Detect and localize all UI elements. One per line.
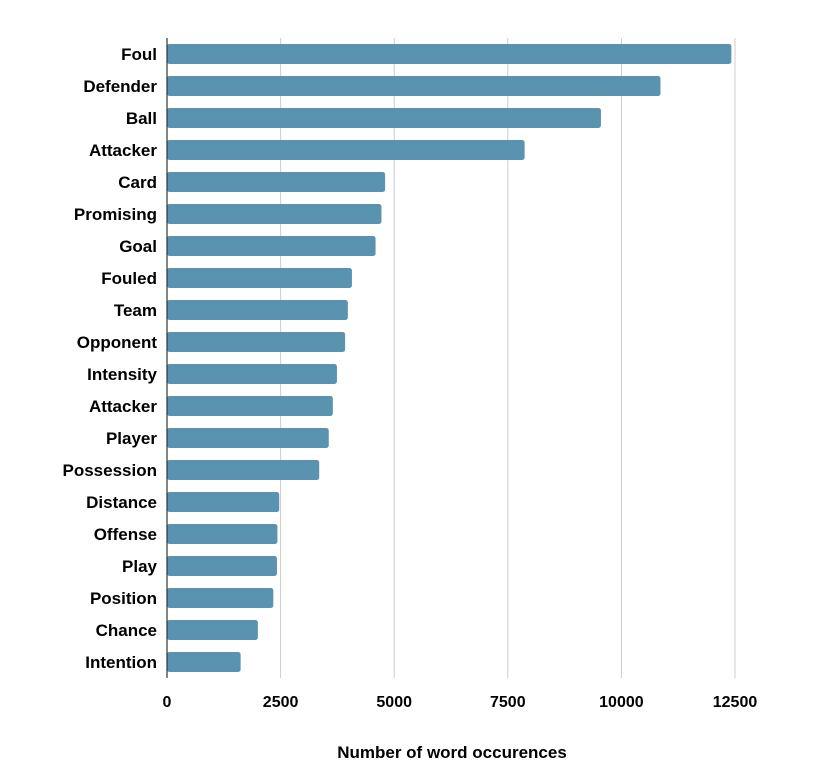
category-label-6: Goal [119, 237, 157, 256]
x-tick-label-5: 12500 [713, 694, 758, 711]
bar-3 [167, 140, 525, 160]
category-label-19: Intention [85, 653, 157, 672]
category-label-16: Play [122, 557, 158, 576]
category-label-17: Position [90, 589, 157, 608]
category-label-14: Distance [86, 493, 157, 512]
bar-12 [167, 428, 329, 448]
category-label-12: Player [106, 429, 157, 448]
category-label-13: Possession [63, 461, 158, 480]
category-label-11: Attacker [89, 397, 157, 416]
category-label-18: Chance [96, 621, 157, 640]
category-label-15: Offense [94, 525, 157, 544]
bar-14 [167, 492, 280, 512]
bar-6 [167, 236, 376, 256]
x-tick-label-2: 5000 [376, 694, 412, 711]
bar-17 [167, 588, 274, 608]
bar-18 [167, 620, 258, 640]
bar-8 [167, 300, 348, 320]
bar-10 [167, 364, 337, 384]
x-tick-label-3: 7500 [490, 694, 526, 711]
bar-9 [167, 332, 346, 352]
x-tick-label-4: 10000 [599, 694, 644, 711]
category-label-9: Opponent [77, 333, 158, 352]
bar-13 [167, 460, 320, 480]
category-label-7: Fouled [101, 269, 157, 288]
x-tick-label-1: 2500 [263, 694, 299, 711]
bar-7 [167, 268, 352, 288]
category-label-4: Card [118, 173, 157, 192]
category-label-2: Ball [126, 109, 157, 128]
bar-1 [167, 76, 661, 96]
gridlines [280, 38, 736, 678]
bar-11 [167, 396, 333, 416]
x-tick-labels: 0 2500 5000 7500 10000 12500 [163, 694, 758, 711]
category-label-5: Promising [74, 205, 157, 224]
category-label-1: Defender [83, 77, 157, 96]
bar-2 [167, 108, 601, 128]
bar-15 [167, 524, 278, 544]
category-labels: Foul Defender Ball Attacker Card Promising Goa… [63, 45, 158, 672]
x-tick-label-0: 0 [163, 694, 172, 711]
bar-16 [167, 556, 277, 576]
category-label-8: Team [114, 301, 157, 320]
category-label-10: Intensity [87, 365, 157, 384]
bar-19 [167, 652, 241, 672]
bar-0 [167, 44, 732, 64]
category-label-3: Attacker [89, 141, 157, 160]
x-axis-title: Number of word occurences [337, 743, 567, 762]
bar-4 [167, 172, 386, 192]
category-label-0: Foul [121, 45, 157, 64]
bars [167, 44, 732, 672]
bar-5 [167, 204, 382, 224]
